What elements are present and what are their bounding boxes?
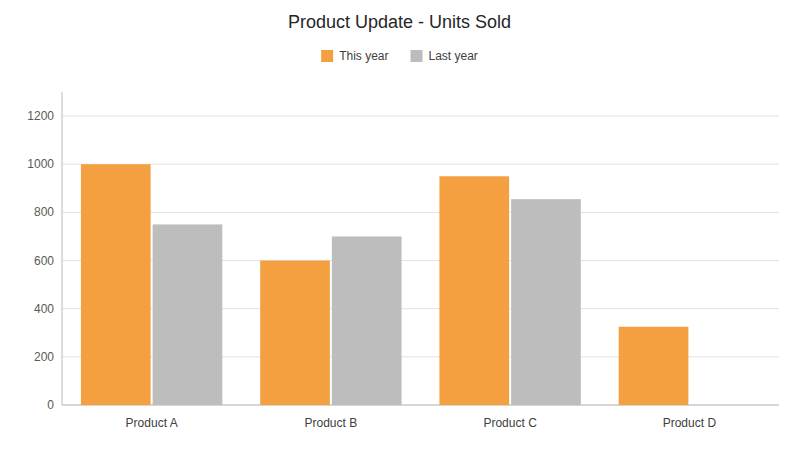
y-tick-label: 600: [34, 254, 54, 268]
bar: [619, 327, 689, 405]
y-axis-line: [62, 92, 63, 405]
x-tick-label: Product A: [126, 416, 178, 430]
bar: [332, 236, 402, 405]
y-tick-label: 200: [34, 350, 54, 364]
x-tick-label: Product D: [663, 416, 717, 430]
legend-item: This year: [321, 49, 388, 63]
background: [0, 0, 799, 449]
grid-line: [62, 212, 779, 213]
bar: [153, 224, 223, 405]
legend-swatch: [321, 50, 333, 62]
x-tick-label: Product C: [483, 416, 537, 430]
y-tick-label: 1200: [27, 109, 54, 123]
legend-label: Last year: [429, 49, 478, 63]
y-tick-label: 0: [47, 398, 54, 412]
grid-line: [62, 116, 779, 117]
x-tick-label: Product B: [305, 416, 358, 430]
legend-swatch: [411, 50, 423, 62]
bar: [690, 405, 760, 406]
legend-label: This year: [339, 49, 388, 63]
grid: [62, 116, 779, 405]
y-tick-label: 400: [34, 302, 54, 316]
bar: [439, 176, 509, 405]
y-tick-label: 1000: [27, 157, 54, 171]
y-tick-label: 800: [34, 205, 54, 219]
bar: [511, 199, 581, 405]
legend: This year Last year: [321, 49, 478, 63]
legend-item: Last year: [411, 49, 478, 63]
grid-line: [62, 164, 779, 165]
bar: [81, 164, 151, 405]
chart: Product Update - Units Sold 0 200 400 600 800…: [0, 0, 799, 449]
title: Product Update - Units Sold: [288, 12, 511, 32]
bars: [81, 164, 688, 405]
bar: [260, 261, 330, 405]
